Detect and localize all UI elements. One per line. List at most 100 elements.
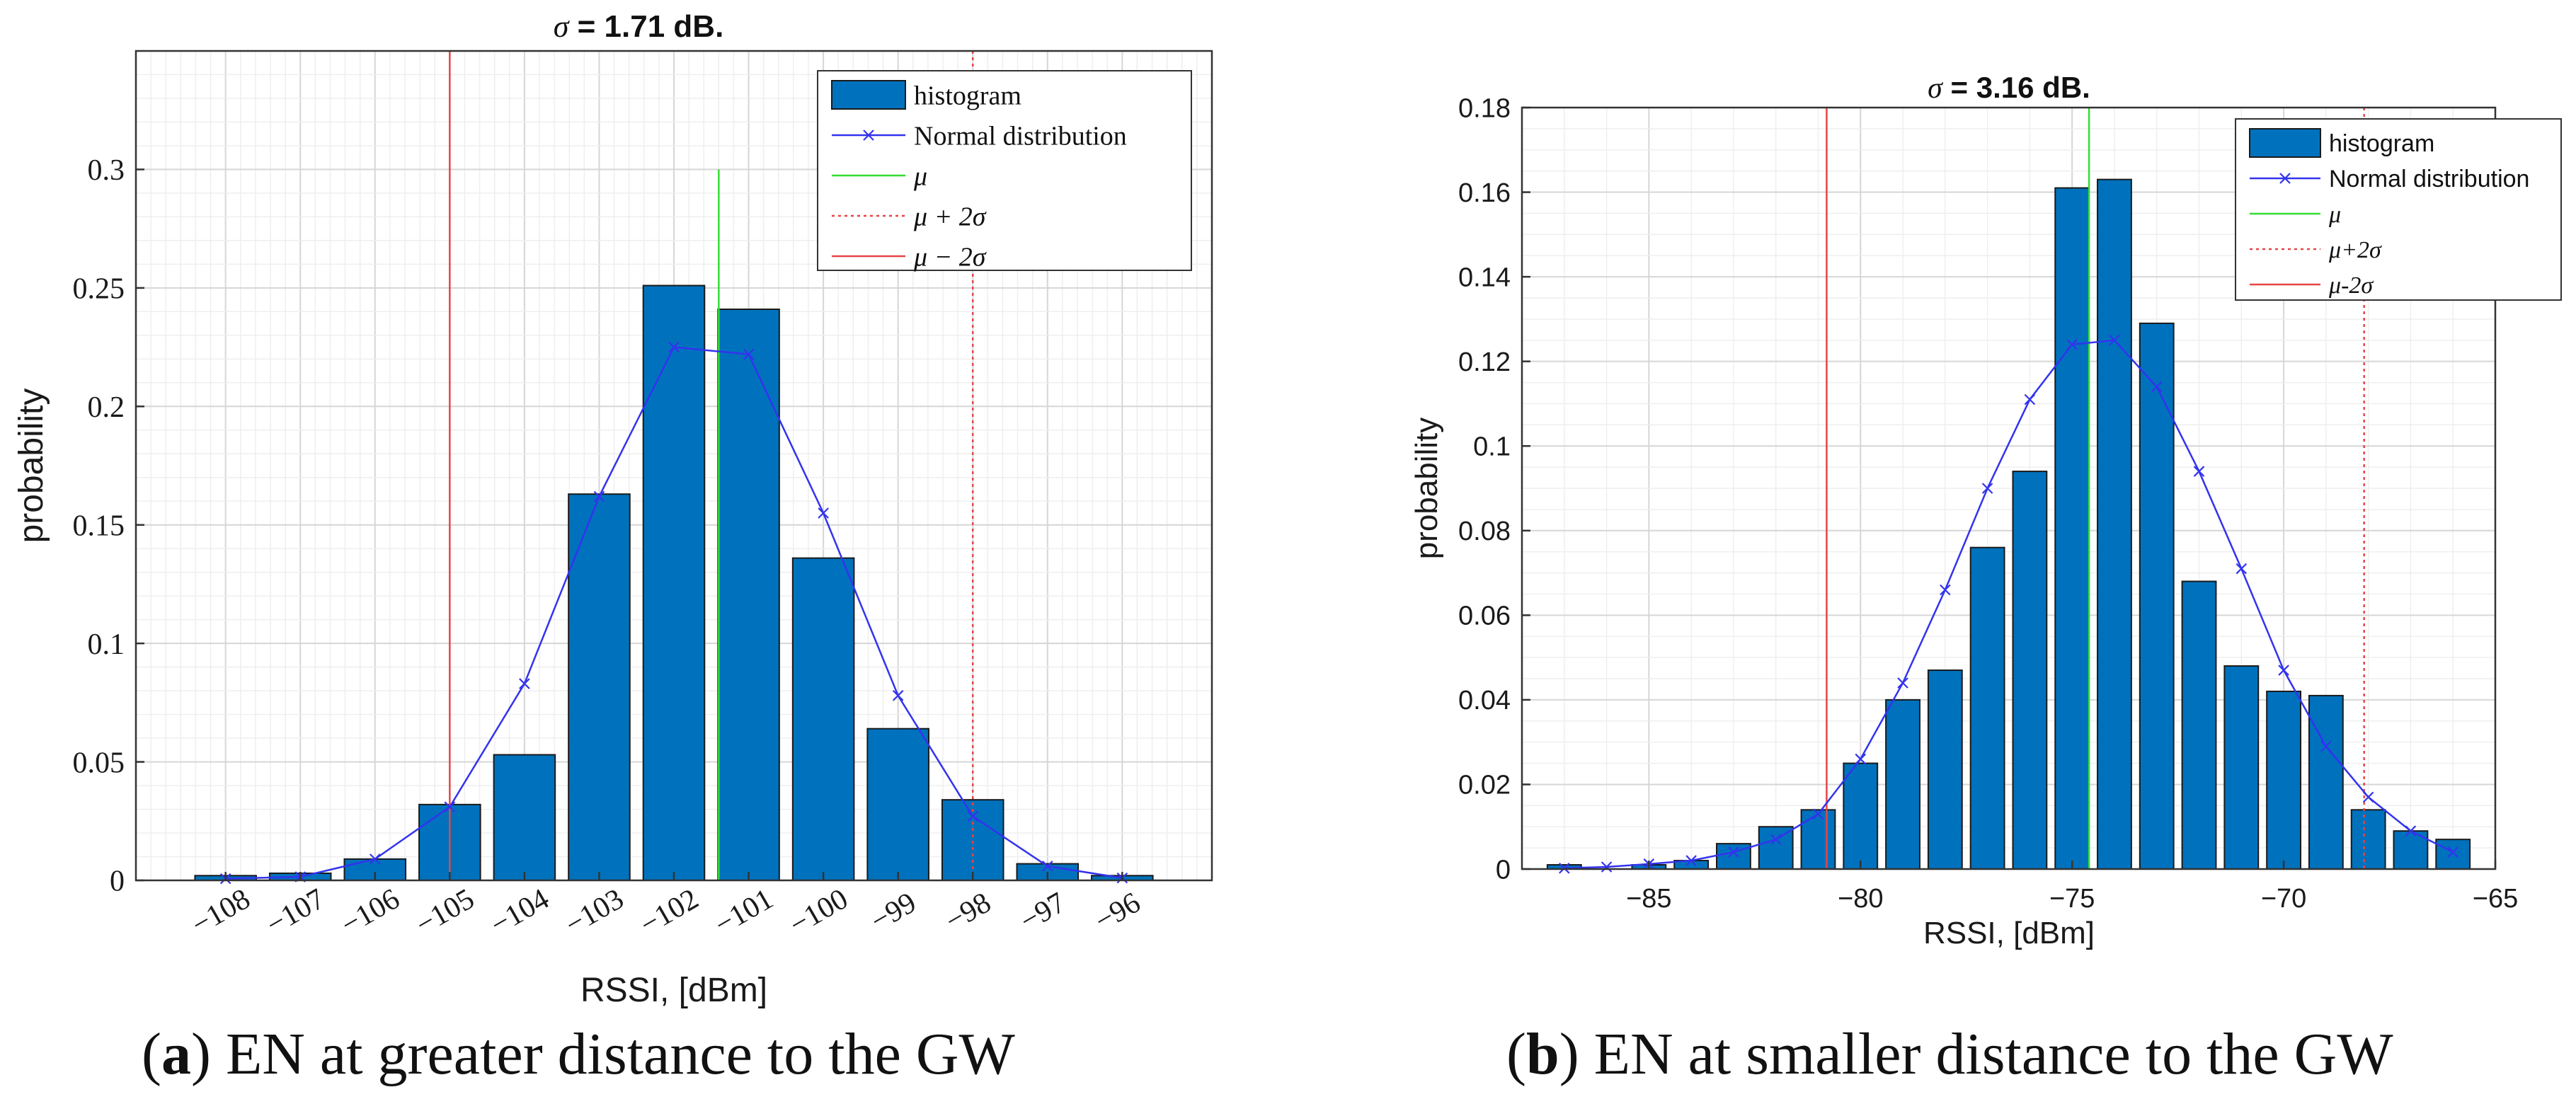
x-tick-label: −85 [1626,884,1671,914]
normal-distribution-marker [2362,791,2374,803]
legend-label: Normal distribution [914,121,1127,151]
caption-b: (b) EN at smaller distance to the GW [1506,1021,2393,1087]
x-tick-label: −101 [709,882,779,941]
y-tick-label: 0.2 [88,391,125,424]
x-tick-label: −100 [784,882,854,941]
histogram-bar [2435,839,2471,870]
histogram-bar [1927,669,1963,870]
histogram-bar [2266,690,2301,870]
normal-distribution-marker [2024,393,2036,406]
histogram-bar [2308,694,2344,870]
histogram-bar [2097,178,2132,870]
caption-a-text: ) EN at greater distance to the GW [190,1021,1015,1087]
y-axis-label: probability [13,389,50,544]
normal-distribution-marker [2236,563,2248,575]
normal-distribution-marker [1981,483,1993,494]
normal-distribution-marker [1601,861,1613,873]
chart-b: 0 0.02 0.04 0.06 0.08 0.1 0.12 0.14 0.16 0.18 −85 −… [1409,71,2562,950]
legend-label: histogram [2329,130,2434,157]
x-tick-label: −99 [865,886,922,938]
legend-swatch-marker [2279,173,2291,184]
histogram-bar [1716,843,1751,870]
normal-distribution-marker [2066,338,2078,350]
normal-distribution-marker [1042,861,1053,872]
legend-label: μ+2σ [2328,237,2382,263]
y-tick-label: 0.18 [1458,93,1511,123]
legend-label: μ-2σ [2328,272,2374,299]
y-tick-label: 0 [1496,855,1511,885]
legend-label: μ + 2σ [913,202,987,231]
histogram-bar [2012,471,2048,870]
y-tick-label: 0.14 [1458,263,1511,292]
normal-distribution-marker [1855,753,1867,765]
normal-distribution-marker [2320,740,2332,752]
y-tick-label: 0.06 [1458,602,1511,631]
x-tick-label: −75 [2049,884,2095,914]
normal-distribution-marker [593,490,605,502]
histogram-bar [2350,809,2386,870]
y-tick-label: 0.08 [1458,517,1511,546]
x-tick-label: −97 [1014,886,1071,938]
normal-distribution-marker [1770,834,1782,845]
normal-distribution-marker [2278,665,2289,676]
caption-b-letter: b [1525,1021,1559,1087]
histogram-bar [1969,546,2005,870]
x-axis-label: RSSI, [dBm] [1923,916,2095,950]
normal-distribution-marker [967,810,978,822]
histogram-bar [2139,322,2175,870]
x-tick-label: −96 [1089,886,1146,938]
chart-a: 00.050.10.150.20.250.3−108 −107 −106 −105 −1… [13,9,1213,1009]
legend-swatch-marker [863,130,874,141]
x-tick-label: −70 [2261,884,2306,914]
chart-title: σ = 1.71 dB. [554,9,724,44]
normal-distribution-marker [2151,381,2163,393]
normal-distribution-marker [444,801,456,812]
normal-distribution-marker [1940,584,1951,596]
histogram-bar [642,284,706,882]
histogram-bar [717,308,780,882]
chart-title-sigma: σ [1928,72,1944,105]
chart-title-text: = 3.16 dB. [1942,71,2090,104]
legend-label: μ − 2σ [913,242,987,272]
histogram-bar [1843,762,1879,870]
x-tick-label: −106 [336,882,405,941]
y-tick-label: 0 [110,866,125,898]
caption-a: (a) EN at greater distance to the GW [142,1021,1015,1087]
y-tick-label: 0.04 [1458,686,1511,715]
normal-distribution-marker [1685,855,1697,866]
x-tick-label: −105 [411,882,480,941]
y-tick-label: 0.3 [88,154,125,187]
x-tick-label: −98 [940,886,997,938]
chart-title-text: = 1.71 dB. [568,9,723,44]
histogram-bar [1758,826,1794,870]
y-tick-label: 0.12 [1458,347,1511,377]
legend-label: μ [913,161,927,191]
x-tick-label: −104 [485,882,554,941]
legend: histogram Normal distribution μ μ + 2σ μ − 2… [817,70,1192,272]
normal-distribution-marker [668,341,680,353]
histogram-bar [2181,580,2217,870]
histogram-bar [2054,187,2090,870]
legend-label: μ [2328,202,2341,228]
x-tick-label: −80 [1838,884,1883,914]
y-tick-label: 0.15 [73,510,125,542]
histogram-bar [493,754,556,882]
normal-distribution-marker [818,507,829,519]
legend-swatch-histogram [831,80,906,110]
normal-distribution-marker [1812,808,1824,820]
caption-a-letter: a [161,1021,191,1087]
normal-distribution-marker [892,690,904,701]
normal-distribution-marker [2109,335,2120,346]
y-tick-label: 0.02 [1458,771,1511,800]
x-tick-label: −103 [560,882,629,941]
normal-distribution-marker [2447,846,2458,858]
normal-distribution-marker [743,348,755,360]
normal-distribution-marker [2193,466,2205,477]
x-tick-label: −65 [2473,884,2518,914]
legend-label: histogram [914,81,1021,110]
x-axis-label: RSSI, [dBm] [580,972,767,1009]
normal-distribution-marker [2405,825,2417,836]
axes-box [1521,106,2497,870]
y-tick-label: 0.05 [73,747,125,779]
x-tick-label: −107 [261,882,331,941]
